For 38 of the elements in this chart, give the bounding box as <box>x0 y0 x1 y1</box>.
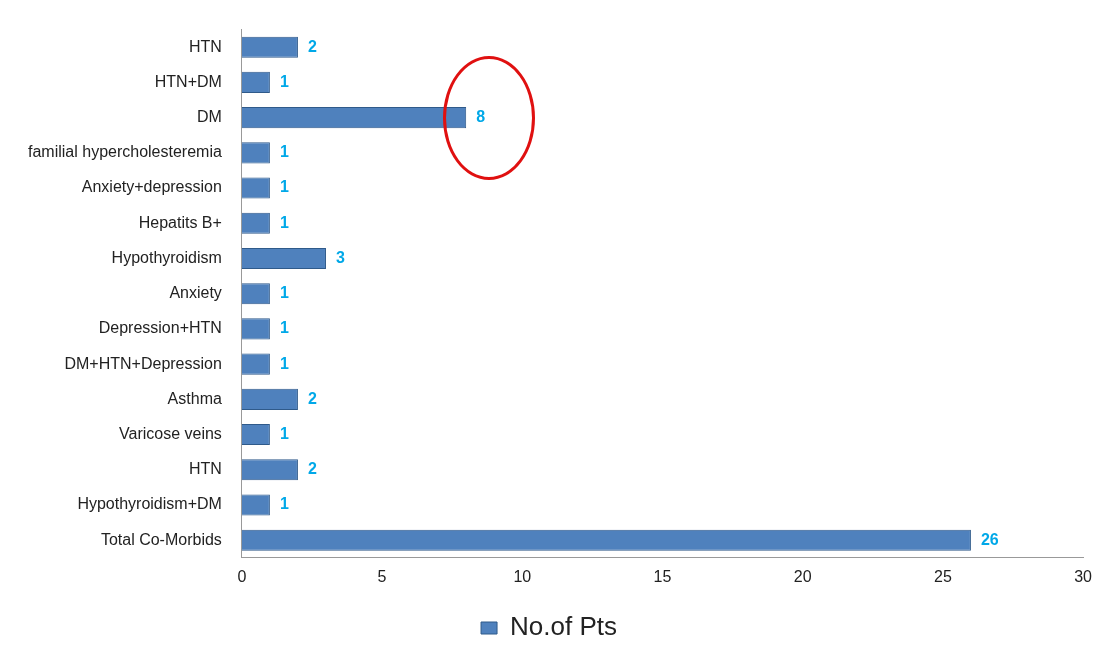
x-tick-label: 30 <box>1074 567 1093 585</box>
data-label: 8 <box>476 108 486 126</box>
data-label: 3 <box>335 248 345 266</box>
x-tick-label: 10 <box>513 567 532 585</box>
y-tick-label: Hepatits B+ <box>138 213 222 231</box>
y-tick-label: DM+HTN+Depression <box>64 354 222 372</box>
y-tick-label: Varicose veins <box>119 424 222 442</box>
data-label: 1 <box>279 424 289 442</box>
data-label: 1 <box>279 143 289 161</box>
data-label: 1 <box>279 354 289 372</box>
y-tick-label: Hypothyroidism <box>111 248 222 266</box>
y-tick-label: HTN <box>188 460 222 478</box>
y-tick-label: Depression+HTN <box>98 319 222 337</box>
y-tick-label: Asthma <box>167 389 222 407</box>
data-label: 1 <box>279 213 289 231</box>
x-tick-label: 5 <box>377 567 387 585</box>
data-label: 26 <box>980 530 999 548</box>
y-tick-label: HTN <box>188 37 222 55</box>
x-tick-label: 0 <box>237 567 247 585</box>
data-label: 1 <box>279 319 289 337</box>
y-tick-label: HTN+DM <box>154 72 222 90</box>
y-tick-label: familial hypercholesteremia <box>28 143 222 161</box>
data-label: 1 <box>279 72 289 90</box>
data-label: 2 <box>307 389 317 407</box>
data-label: 2 <box>307 460 317 478</box>
y-tick-label: Anxiety <box>169 284 222 302</box>
y-tick-label: DM <box>196 108 222 126</box>
y-tick-label: Total Co-Morbids <box>100 530 222 548</box>
data-label: 1 <box>279 284 289 302</box>
y-tick-label: Anxiety+depression <box>81 178 222 196</box>
y-tick-label: Hypothyroidism+DM <box>77 495 222 513</box>
x-tick-label: 15 <box>653 567 672 585</box>
data-label: 2 <box>307 37 317 55</box>
data-label: 1 <box>279 495 289 513</box>
x-tick-label: 25 <box>934 567 952 585</box>
data-label: 1 <box>279 178 289 196</box>
legend-label: No.of Pts <box>510 611 617 642</box>
x-tick-label: 20 <box>793 567 812 585</box>
